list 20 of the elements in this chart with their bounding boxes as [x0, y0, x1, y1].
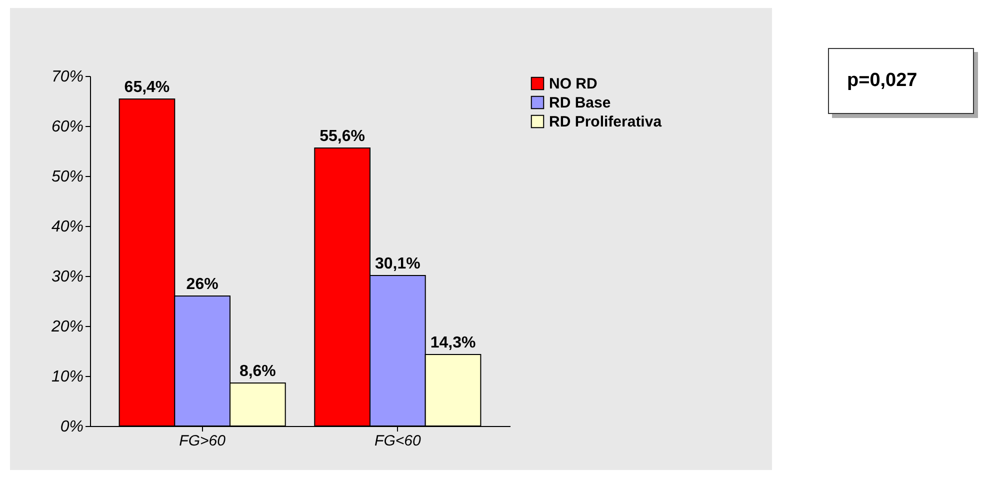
data-label: 8,6%: [239, 363, 276, 380]
x-tick-label: FG>60: [179, 432, 226, 450]
legend-label: RD Proliferativa: [549, 114, 662, 130]
y-tick-label: 20%: [50, 318, 84, 336]
data-label: 65,4%: [124, 79, 170, 96]
data-label: 30,1%: [374, 256, 420, 272]
y-tick-label: 60%: [51, 118, 84, 136]
y-tick-label: 0%: [60, 418, 84, 436]
y-tick-label: 30%: [51, 268, 84, 286]
legend-label: NO RD: [549, 76, 598, 92]
y-tick-label: 10%: [51, 368, 84, 386]
y-tick-label: 50%: [51, 168, 84, 186]
y-tick-label: 70%: [51, 68, 84, 86]
text: p=0,027: [828, 48, 974, 114]
data-label: 14,3%: [430, 334, 476, 352]
data-label: 55,6%: [320, 128, 366, 145]
legend-label: RD Base: [549, 94, 611, 112]
y-tick-label: 40%: [51, 218, 84, 236]
data-label: 26%: [186, 276, 218, 293]
x-tick-label: FG<60: [374, 432, 422, 450]
